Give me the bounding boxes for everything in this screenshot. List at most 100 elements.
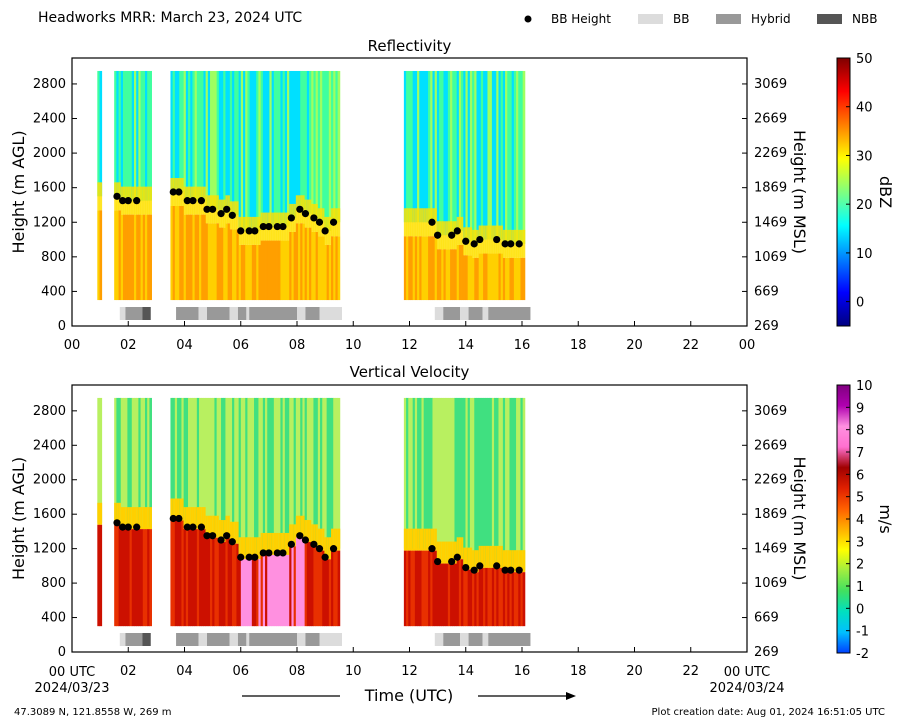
lower-velocity-cell	[238, 559, 242, 627]
heatmap-column	[282, 397, 286, 627]
upper-echo-cell	[276, 70, 279, 227]
upper-echo-cell	[269, 70, 273, 227]
lower-echo-cell	[317, 236, 321, 301]
transition-cell	[125, 507, 128, 530]
bright-band-cell	[414, 208, 418, 237]
upper-echo-cell	[485, 70, 488, 240]
heatmap-column	[489, 70, 493, 301]
lower-echo-cell	[502, 257, 506, 301]
upper-echo-cell	[127, 70, 130, 201]
lower-velocity-cell	[328, 559, 332, 627]
upper-echo-cell	[335, 70, 339, 223]
lower-velocity-cell	[474, 572, 477, 627]
upper-velocity-cell	[181, 397, 185, 519]
upper-echo-cell	[333, 70, 336, 223]
lower-velocity-cell	[240, 559, 244, 627]
colorbar-tick-label: 9	[856, 401, 864, 416]
transition-cell	[313, 524, 317, 547]
heatmap-column	[177, 397, 180, 627]
heatmap-column	[302, 397, 306, 627]
lower-echo-cell	[116, 210, 119, 301]
x-start-label: 00 UTC	[49, 665, 95, 680]
y-axis-left: 0 400 800 1200 1600 2000 2400 2800	[33, 404, 77, 660]
lower-echo-cell	[408, 236, 411, 301]
y-tick-label: 0	[58, 645, 66, 660]
heatmap-column	[229, 397, 233, 627]
upper-velocity-cell	[456, 397, 460, 558]
upper-echo-cell	[489, 70, 493, 240]
bb-height-point	[507, 240, 515, 248]
lower-velocity-cell	[203, 529, 207, 627]
heatmap-column	[232, 397, 235, 627]
colorbar-tick-label: 0	[856, 602, 864, 617]
upper-echo-cell	[247, 70, 251, 231]
upper-echo-cell	[439, 70, 442, 236]
bb-height-point	[515, 566, 523, 574]
bb-type-segment-bb	[119, 633, 126, 646]
heatmap-column	[337, 397, 341, 627]
heatmap-column	[454, 397, 458, 627]
transition-cell	[480, 545, 484, 568]
lower-echo-cell	[99, 210, 103, 301]
bb-height-point	[515, 240, 523, 248]
heatmap-column	[298, 397, 301, 627]
lower-velocity-cell	[306, 542, 310, 627]
upper-velocity-cell	[518, 397, 521, 571]
lower-echo-cell	[223, 227, 226, 301]
lower-echo-cell	[313, 231, 317, 301]
y-tick-label: 1200	[33, 542, 66, 557]
upper-echo-cell	[210, 70, 213, 210]
bb-type-segment-bb	[198, 633, 207, 646]
heatmap-column	[136, 397, 139, 627]
colorbar-tick-label: 10	[856, 247, 873, 262]
bb-type-segment-hybrid	[468, 307, 483, 320]
chart-panels: Reflectivity0400800120016002000240028002…	[9, 37, 895, 679]
lower-echo-cell	[458, 244, 462, 301]
upper-velocity-cell	[489, 397, 493, 566]
bright-band-cell	[469, 227, 473, 256]
legend-dot-bb-height	[524, 15, 532, 23]
heatmap-column	[125, 397, 128, 627]
lower-echo-cell	[254, 244, 257, 301]
upper-velocity-cell	[434, 397, 438, 549]
upper-echo-cell	[322, 70, 325, 223]
transition-cell	[406, 528, 409, 551]
echo-period-1	[97, 397, 103, 627]
y-right-tick-label: 3069	[754, 77, 787, 92]
bb-height-point	[175, 514, 183, 523]
y-tick-label: 800	[41, 250, 66, 265]
figure-footer: 00 UTC 2024/03/23 00 UTC 2024/03/24 Time…	[14, 665, 885, 718]
heatmap-column	[181, 70, 185, 301]
lower-velocity-cell	[229, 543, 233, 627]
lower-velocity-cell	[414, 550, 418, 627]
upper-velocity-cell	[452, 397, 455, 562]
heatmap-column	[216, 70, 220, 301]
lower-echo-cell	[441, 249, 444, 301]
x-tick-label: 16	[514, 664, 531, 679]
bb-type-segment-hybrid	[176, 307, 199, 320]
lower-echo-cell	[243, 244, 246, 301]
heatmap-column	[513, 397, 517, 627]
upper-echo-cell	[447, 70, 451, 236]
lower-echo-cell	[192, 214, 196, 301]
upper-velocity-cell	[188, 397, 191, 528]
lower-velocity-cell	[485, 567, 488, 627]
lower-echo-cell	[489, 253, 493, 301]
upper-velocity-cell	[172, 397, 176, 519]
upper-echo-cell	[254, 70, 257, 231]
upper-velocity-cell	[469, 397, 473, 568]
transition-cell	[408, 528, 411, 551]
upper-echo-cell	[425, 70, 429, 223]
heatmap-column	[410, 70, 414, 301]
lower-velocity-cell	[129, 529, 133, 627]
lower-echo-cell	[487, 253, 491, 301]
upper-velocity-cell	[414, 397, 418, 549]
transition-cell	[227, 515, 231, 538]
lower-velocity-cell	[441, 563, 444, 627]
bright-band-cell	[443, 221, 447, 250]
bright-band-cell	[147, 186, 150, 215]
lower-velocity-cell	[207, 537, 211, 627]
upper-velocity-cell	[423, 397, 427, 549]
bb-type-segment-bb	[460, 307, 469, 320]
lower-velocity-cell	[408, 550, 411, 627]
